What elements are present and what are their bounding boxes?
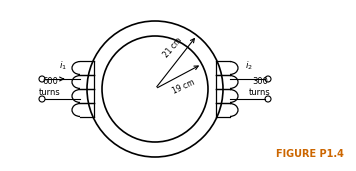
Text: 21 cm: 21 cm — [162, 36, 184, 59]
Text: 300
turns: 300 turns — [249, 77, 271, 97]
Text: FIGURE P1.4: FIGURE P1.4 — [276, 149, 344, 159]
Text: $i_1$: $i_1$ — [59, 60, 67, 72]
Text: 19 cm: 19 cm — [171, 77, 196, 95]
Text: $i_2$: $i_2$ — [245, 60, 253, 72]
Text: 600
turns: 600 turns — [39, 77, 61, 97]
